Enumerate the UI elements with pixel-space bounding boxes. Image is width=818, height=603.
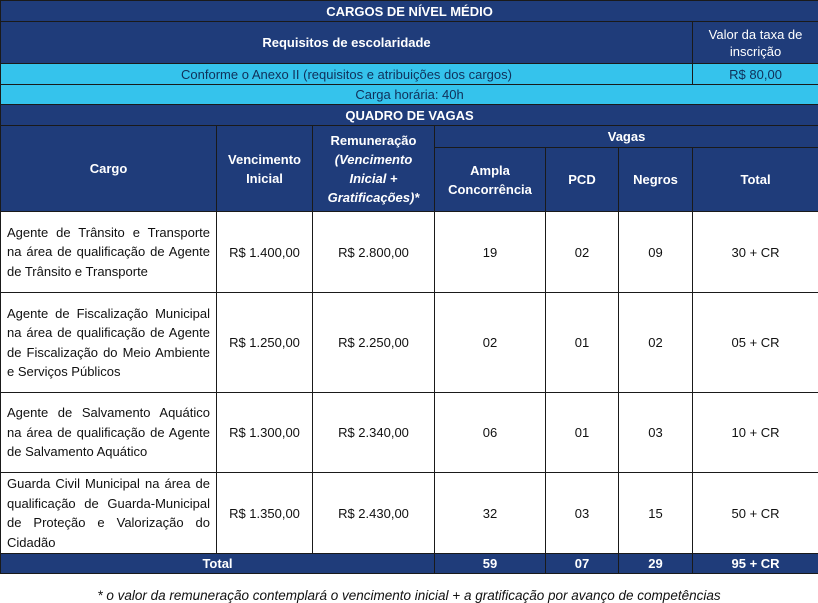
totals-label: Total bbox=[0, 553, 435, 574]
ampla-cell: 32 bbox=[434, 472, 546, 554]
total-cell: 05 + CR bbox=[691, 292, 818, 393]
vencimento-cell: R$ 1.400,00 bbox=[216, 211, 313, 293]
pcd-cell: 03 bbox=[545, 472, 619, 554]
col-remuneracao-sub: (Vencimento Inicial + Gratificações)* bbox=[327, 151, 420, 205]
table-row: Agente de Trânsito e Transporte na área … bbox=[0, 211, 818, 293]
table-row: Agente de Fiscalização Municipal na área… bbox=[0, 292, 818, 393]
cargo-cell: Guarda Civil Municipal na área de qualif… bbox=[0, 472, 217, 554]
negros-cell: 15 bbox=[618, 472, 693, 554]
carga-horaria: Carga horária: 40h bbox=[0, 84, 818, 105]
total-cell: 50 + CR bbox=[691, 472, 818, 554]
taxa-value: R$ 80,00 bbox=[691, 63, 818, 85]
cargo-cell: Agente de Fiscalização Municipal na área… bbox=[0, 292, 217, 393]
ampla-cell: 19 bbox=[434, 211, 546, 293]
totals-total: 95 + CR bbox=[691, 553, 818, 574]
col-vagas: Vagas bbox=[433, 125, 818, 148]
remuneracao-cell: R$ 2.250,00 bbox=[312, 292, 435, 393]
totals-pcd: 07 bbox=[545, 553, 619, 574]
remuneracao-cell: R$ 2.430,00 bbox=[312, 472, 435, 554]
ampla-cell: 06 bbox=[434, 392, 546, 473]
col-total: Total bbox=[691, 147, 818, 212]
col-remuneracao: Remuneração (Vencimento Inicial + Gratif… bbox=[312, 125, 435, 212]
cargos-table: CARGOS DE NÍVEL MÉDIO Requisitos de esco… bbox=[0, 0, 818, 574]
pcd-cell: 02 bbox=[545, 211, 619, 293]
negros-cell: 02 bbox=[618, 292, 693, 393]
table-row: Guarda Civil Municipal na área de qualif… bbox=[0, 472, 818, 554]
ampla-cell: 02 bbox=[434, 292, 546, 393]
pcd-cell: 01 bbox=[545, 392, 619, 473]
table-row: Agente de Salvamento Aquático na área de… bbox=[0, 392, 818, 473]
quadro-vagas-title: QUADRO DE VAGAS bbox=[0, 104, 818, 126]
vencimento-cell: R$ 1.250,00 bbox=[216, 292, 313, 393]
remuneracao-cell: R$ 2.340,00 bbox=[312, 392, 435, 473]
footnote: * o valor da remuneração contemplará o v… bbox=[97, 588, 721, 603]
vencimento-cell: R$ 1.300,00 bbox=[216, 392, 313, 473]
total-cell: 30 + CR bbox=[691, 211, 818, 293]
col-remuneracao-label: Remuneração bbox=[330, 132, 417, 148]
col-negros: Negros bbox=[618, 147, 693, 212]
negros-cell: 09 bbox=[618, 211, 693, 293]
cargo-cell: Agente de Trânsito e Transporte na área … bbox=[0, 211, 217, 293]
vencimento-cell: R$ 1.350,00 bbox=[216, 472, 313, 554]
taxa-header: Valor da taxa de inscrição bbox=[691, 21, 818, 64]
totals-ampla: 59 bbox=[434, 553, 546, 574]
pcd-cell: 01 bbox=[545, 292, 619, 393]
totals-negros: 29 bbox=[618, 553, 693, 574]
col-vencimento: Vencimento Inicial bbox=[216, 125, 313, 212]
cargo-cell: Agente de Salvamento Aquático na área de… bbox=[0, 392, 217, 473]
remuneracao-cell: R$ 2.800,00 bbox=[312, 211, 435, 293]
negros-cell: 03 bbox=[618, 392, 693, 473]
total-cell: 10 + CR bbox=[691, 392, 818, 473]
table-title: CARGOS DE NÍVEL MÉDIO bbox=[0, 0, 818, 22]
col-ampla: Ampla Concorrência bbox=[434, 147, 546, 212]
requisitos-value: Conforme o Anexo II (requisitos e atribu… bbox=[0, 63, 693, 85]
col-cargo: Cargo bbox=[0, 125, 217, 212]
totals-row: Total 59 07 29 95 + CR bbox=[0, 553, 818, 574]
requisitos-header: Requisitos de escolaridade bbox=[0, 21, 693, 64]
col-pcd: PCD bbox=[545, 147, 619, 212]
